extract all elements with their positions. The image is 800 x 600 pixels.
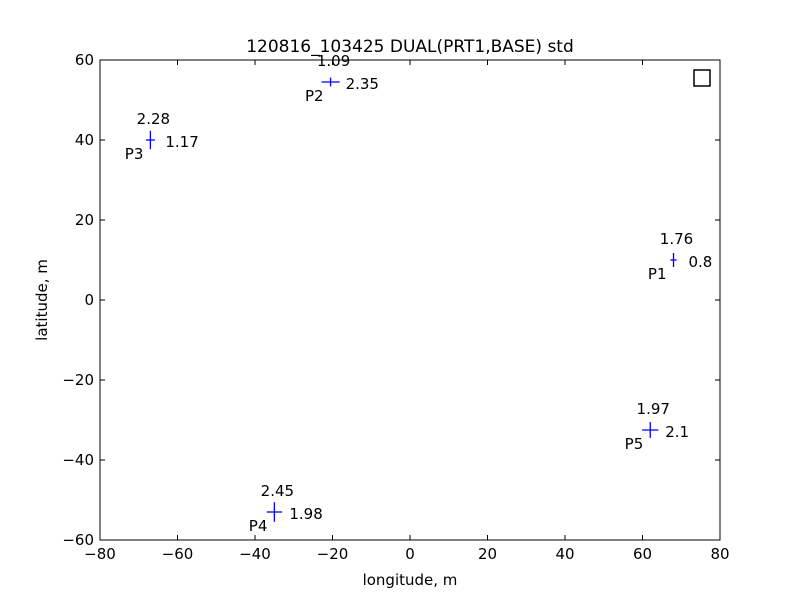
std-y-label: 2.28 [137, 110, 170, 128]
y-tick-label: 60 [75, 51, 94, 69]
point-label: P5 [625, 435, 644, 453]
y-tick-label: −40 [62, 451, 94, 469]
point-label: P1 [648, 265, 667, 283]
std-x-label: 2.1 [665, 423, 689, 441]
y-tick-label: −20 [62, 371, 94, 389]
std-x-label: 2.35 [346, 75, 379, 93]
x-tick-label: −20 [317, 545, 349, 563]
point-label: P4 [249, 517, 268, 535]
std-y-label: 1.76 [660, 230, 693, 248]
plot-area [99, 59, 721, 541]
x-axis: −80 −60 −40 −20 0 20 40 60 80 [84, 60, 730, 563]
chart-title: 120816_103425 DUAL(PRT1,BASE) std [246, 37, 574, 57]
point-label: P3 [125, 145, 144, 163]
x-tick-label: 60 [633, 545, 652, 563]
x-tick-label: 0 [405, 545, 415, 563]
std-y-label: 1.97 [637, 400, 670, 418]
point-label: P2 [305, 87, 324, 105]
x-tick-label: 20 [478, 545, 497, 563]
x-tick-label: −60 [162, 545, 194, 563]
std-x-label: 1.98 [289, 505, 322, 523]
x-tick-label: 40 [555, 545, 574, 563]
x-tick-label: −40 [239, 545, 271, 563]
std-x-label: 1.17 [165, 133, 198, 151]
std-x-label: 0.8 [689, 253, 713, 271]
data-points: P1 1.76 0.8 P2 1.09 2.35 P3 2.28 1.17 P4 2.45 1.98 P… [125, 52, 713, 535]
y-tick-label: 20 [75, 211, 94, 229]
x-tick-label: 80 [710, 545, 729, 563]
std-y-label: 2.45 [261, 482, 294, 500]
std-y-label: 1.09 [317, 52, 350, 70]
y-axis-label: latitude, m [33, 259, 51, 341]
y-tick-label: 0 [84, 291, 94, 309]
y-axis: −60 −40 −20 0 20 40 60 [62, 51, 720, 549]
x-tick-label: −80 [84, 545, 116, 563]
x-axis-label: longitude, m [363, 571, 458, 589]
y-tick-label: 40 [75, 131, 94, 149]
y-tick-label: −60 [62, 531, 94, 549]
legend-box [693, 69, 711, 87]
